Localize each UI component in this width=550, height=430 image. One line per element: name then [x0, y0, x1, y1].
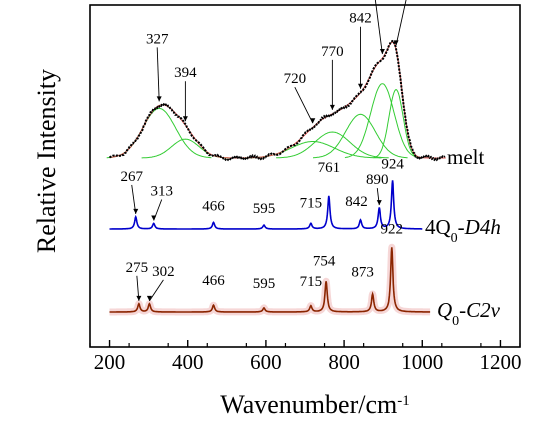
peak-arrow-0-898 [374, 0, 383, 55]
peak-label-0-327: 327 [146, 31, 169, 47]
fit-component-933 [373, 89, 419, 159]
peak-label-0-842: 842 [349, 11, 372, 27]
annotation-layer: 3273947207708428989332673134665957157618… [120, 0, 407, 302]
peak-arrow-0-720 [294, 87, 314, 124]
peak-label-1-924: 924 [381, 157, 404, 173]
peak-label-1-842: 842 [345, 194, 368, 210]
fit-component-327 [106, 107, 212, 159]
peak-arrowhead-0-394 [182, 116, 188, 122]
fit-component-898 [344, 83, 420, 159]
series-label-4q0-d4h: 4Q0-D4h [425, 215, 501, 246]
peak-label-2-466: 466 [202, 273, 225, 289]
fit-envelope-melt [109, 41, 446, 159]
peak-label-1-466: 466 [202, 198, 225, 214]
peak-arrowhead-0-327 [156, 96, 162, 102]
peak-arrowhead-1-267 [133, 208, 139, 214]
y-axis-title: Relative Intensity [32, 69, 61, 253]
peak-arrowhead-0-898 [379, 49, 385, 55]
peak-arrowhead-0-842 [358, 83, 364, 89]
peak-label-0-720: 720 [284, 71, 307, 87]
peak-label-2-754: 754 [313, 253, 336, 269]
peak-label-0-770: 770 [321, 44, 344, 60]
peak-label-2-873: 873 [351, 264, 374, 280]
peak-arrowhead-0-770 [329, 104, 335, 110]
peak-label-1-890: 890 [366, 172, 389, 188]
peak-label-2-922: 922 [381, 221, 404, 237]
peak-label-1-595: 595 [253, 201, 276, 217]
trace-melt [108, 39, 446, 162]
series-label-melt: melt [447, 145, 484, 169]
fit-component-842 [313, 113, 408, 159]
peak-label-2-595: 595 [253, 276, 276, 292]
x-tick-label-800: 800 [328, 350, 360, 374]
peak-label-2-715: 715 [300, 274, 323, 290]
trace-layer [108, 39, 446, 313]
tick-layer: 200 400 600 800 1000 1200 [89, 340, 521, 374]
peak-label-2-302: 302 [152, 264, 175, 280]
peak-arrowhead-1-890 [376, 200, 382, 206]
trace-series-1 [109, 180, 423, 230]
trace-series-2 [109, 247, 431, 313]
peak-label-2-275: 275 [126, 260, 149, 276]
peak-label-1-313: 313 [150, 184, 173, 200]
peak-arrow-0-327 [156, 47, 160, 102]
peak-label-1-715: 715 [300, 196, 323, 212]
peak-arrowhead-0-933 [393, 40, 399, 46]
peak-label-1-267: 267 [120, 169, 143, 185]
x-tick-label-1200: 1200 [479, 350, 521, 374]
x-tick-label-200: 200 [94, 350, 126, 374]
x-axis-title: Wavenumber/cm-1 [220, 390, 409, 419]
plot-area-frame [89, 4, 521, 348]
peak-arrowhead-0-720 [310, 118, 316, 124]
peak-arrowhead-2-302 [146, 295, 152, 301]
series-label-q0-c2v: Q0-C2v [437, 298, 501, 329]
fit-component-770 [276, 131, 389, 159]
peak-arrow-0-933 [395, 0, 407, 46]
peak-arrowhead-2-275 [136, 295, 142, 301]
peak-arrow-2-302 [149, 279, 164, 302]
x-tick-label-600: 600 [250, 350, 282, 374]
x-tick-label-400: 400 [172, 350, 204, 374]
peak-label-1-761: 761 [318, 160, 341, 176]
peak-arrowhead-1-313 [151, 215, 157, 221]
peak-label-0-394: 394 [174, 65, 197, 81]
x-tick-label-1000: 1000 [401, 350, 443, 374]
